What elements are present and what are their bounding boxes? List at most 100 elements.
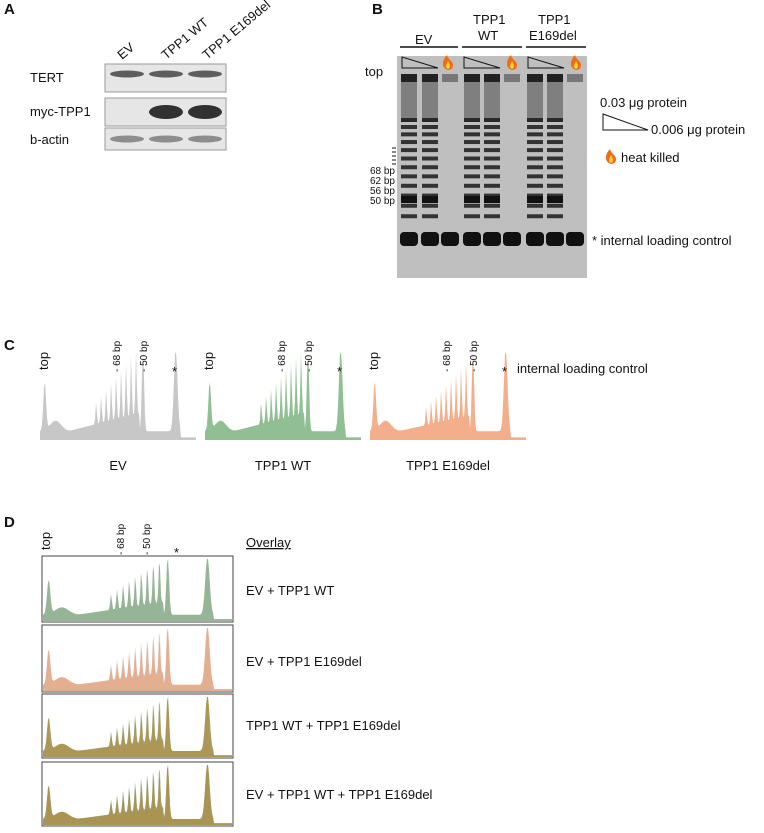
western-blot: [104, 63, 227, 151]
overlay-row-label: EV + TPP1 WT: [246, 583, 334, 598]
gel-band: [464, 174, 480, 179]
gel-smear: [484, 82, 500, 122]
gel-band: [547, 132, 563, 137]
gel-band: [422, 132, 438, 137]
gel-band: [422, 165, 438, 170]
gel-band: [484, 125, 500, 129]
gel-band: [442, 74, 458, 82]
gel-band: [422, 118, 438, 122]
gel-band: [484, 118, 500, 122]
gel-band: [547, 214, 563, 219]
blot-band: [188, 70, 222, 78]
star-label: *: [174, 545, 179, 560]
control-label: internal loading control: [517, 361, 648, 376]
group-label: WT: [478, 28, 498, 43]
gel-band: [527, 193, 543, 198]
gel-band: [400, 232, 418, 246]
gel-band: [527, 125, 543, 129]
marker-label: - 68 bp: [112, 340, 123, 372]
trace: [370, 352, 526, 440]
size-label: 62 bp: [370, 176, 395, 187]
gel-band: [422, 140, 438, 145]
overlay-row-label: TPP1 WT + TPP1 E169del: [246, 718, 401, 733]
gel-band: [464, 118, 480, 122]
blot-band: [110, 70, 144, 78]
gel-band: [484, 74, 500, 82]
gel-band: [547, 156, 563, 161]
gel-band: [484, 193, 500, 198]
gel-band: [422, 203, 438, 208]
gel-band: [547, 183, 563, 188]
marker-label: - 68 bp: [277, 340, 288, 372]
gel-band: [401, 156, 417, 161]
gel-band: [527, 214, 543, 219]
gel-band: [441, 232, 459, 246]
legend-text: * internal loading control: [592, 233, 732, 248]
gel-band: [527, 132, 543, 137]
gel-band: [484, 132, 500, 137]
gel-band: [464, 140, 480, 145]
flame-icon: [446, 61, 450, 69]
marker-label: - 50 bp: [469, 340, 480, 372]
gel-band: [484, 196, 500, 203]
overlay-row-label: EV + TPP1 E169del: [246, 654, 362, 669]
flame-icon: [609, 155, 613, 163]
track-name: TPP1 WT: [255, 458, 311, 473]
trace: [43, 765, 232, 825]
gel-band: [464, 125, 480, 129]
gel-band: [527, 140, 543, 145]
gel-band: [422, 196, 438, 203]
gel-band: [464, 165, 480, 170]
overlay-box: [41, 761, 234, 827]
gel-band: [422, 174, 438, 179]
group-label: EV: [415, 32, 433, 47]
gel-band: [464, 193, 480, 198]
overlay-title: Overlay: [246, 535, 291, 550]
gel-band: [422, 214, 438, 219]
gel-band: [484, 183, 500, 188]
gel-band: [483, 232, 501, 246]
top-label: top: [365, 64, 383, 79]
trace: [40, 352, 196, 440]
row-label: b-actin: [30, 132, 69, 147]
marker-label: - 68 bp: [116, 523, 127, 555]
gel-band: [567, 74, 583, 82]
legend-text: 0.006 μg protein: [651, 122, 745, 137]
gel-band: [401, 214, 417, 219]
panel-label: A: [4, 1, 15, 18]
group-label: TPP1: [538, 12, 571, 27]
gel-band: [421, 232, 439, 246]
overlay-box: [41, 693, 234, 759]
gel: [392, 46, 587, 278]
gel-band: [484, 140, 500, 145]
gel-band: [422, 125, 438, 129]
gel-band: [401, 193, 417, 198]
gel-band: [566, 232, 584, 246]
gel-smear: [547, 82, 563, 122]
gel-band: [527, 196, 543, 203]
blot-band: [149, 105, 183, 119]
overlay-panel: top - 68 bp - 50 bp *: [38, 523, 234, 827]
marker-label: - 68 bp: [442, 340, 453, 372]
star-label: *: [502, 364, 507, 379]
blot-strip: [104, 63, 227, 93]
flame-icon: [510, 61, 514, 69]
track-name: TPP1 E169del: [406, 458, 490, 473]
star-label: *: [337, 364, 342, 379]
gel-band: [464, 132, 480, 137]
legend-text: heat killed: [621, 150, 680, 165]
blot-band: [188, 105, 222, 119]
top-label: top: [366, 352, 381, 370]
gel-smear: [464, 82, 480, 122]
gradient-triangle: [401, 56, 439, 69]
gel-band: [547, 118, 563, 122]
gel-band: [422, 148, 438, 153]
gel-band: [503, 232, 521, 246]
gradient-triangle: [463, 56, 501, 69]
gel-band: [401, 174, 417, 179]
gel-band: [401, 74, 417, 82]
gel-band: [484, 214, 500, 219]
gel-band: [484, 203, 500, 208]
row-label: TERT: [30, 70, 64, 85]
